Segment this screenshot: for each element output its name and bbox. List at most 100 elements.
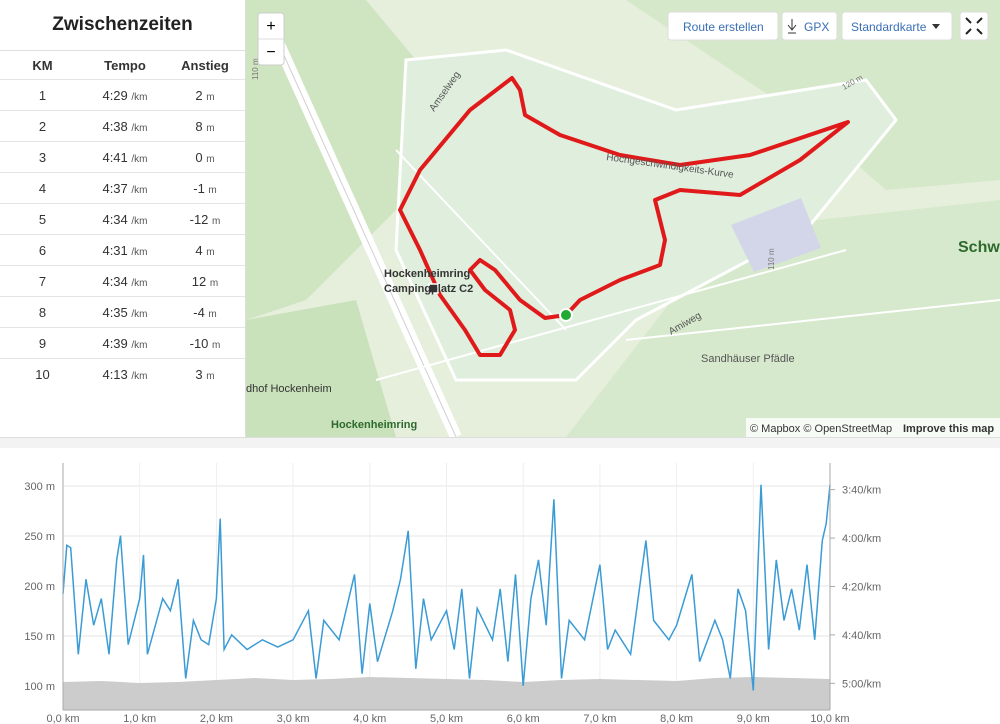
- climb-cell: -1 m: [165, 181, 245, 196]
- split-row: 8 4:35 /km -4 m: [0, 296, 245, 327]
- split-row: 7 4:34 /km 12 m: [0, 265, 245, 296]
- climb: 0: [195, 149, 203, 165]
- zoom-control: + −: [257, 12, 285, 66]
- download-icon: [787, 19, 797, 34]
- style-button-label[interactable]: Standardkarte: [851, 20, 927, 34]
- climb-unit: m: [206, 370, 215, 382]
- pace-unit: /km: [131, 122, 148, 134]
- pace-unit: /km: [131, 91, 148, 103]
- pace-cell: 4:37 /km: [85, 181, 165, 196]
- header-cell: KM: [32, 57, 53, 73]
- route-button-label[interactable]: Route erstellen: [683, 20, 764, 34]
- map-label: 110 m: [251, 58, 260, 80]
- gpx-button-label[interactable]: GPX: [804, 20, 829, 34]
- climb-unit: m: [212, 339, 221, 351]
- y-tick-label: 250 m: [24, 531, 55, 543]
- y-tick-label: 150 m: [24, 631, 55, 643]
- improve-link[interactable]: Improve this map: [903, 423, 994, 435]
- climb-cell: -4 m: [165, 305, 245, 320]
- climb-unit: m: [206, 246, 215, 258]
- climb: 12: [191, 273, 207, 289]
- pace-line: [62, 484, 831, 691]
- pace: 4:29: [102, 87, 128, 103]
- y2-tick-label: 4:40/km: [842, 630, 881, 642]
- map[interactable]: + − Route erstellen GPX Standardkarte Am…: [246, 0, 1000, 437]
- km-cell: 1: [38, 87, 47, 103]
- climb-cell: 4 m: [165, 243, 245, 258]
- attribution-bg: [746, 418, 1000, 437]
- climb-unit: m: [208, 308, 217, 320]
- pace-unit: /km: [131, 339, 148, 351]
- zoom-out[interactable]: −: [266, 44, 275, 61]
- km-cell: 6: [38, 242, 47, 258]
- climb: 2: [195, 87, 203, 103]
- finish-marker: [428, 283, 439, 294]
- km-cell: 10: [35, 366, 50, 382]
- pace-unit: /km: [131, 370, 148, 382]
- split-row: 2 4:38 /km 8 m: [0, 110, 245, 141]
- split-row: 3 4:41 /km 0 m: [0, 141, 245, 172]
- pace: 4:34: [102, 273, 128, 289]
- split-row: 4 4:37 /km -1 m: [0, 172, 245, 203]
- forest: [566, 200, 1000, 437]
- pace-unit: /km: [131, 246, 148, 258]
- km-cell: 7: [38, 273, 47, 289]
- y2-tick-label: 5:00/km: [842, 678, 881, 690]
- x-tick-label: 4,0 km: [353, 713, 386, 724]
- splits-panel: Zwischenzeiten KM Tempo Anstieg 1 4:29 /km 2 …: [0, 0, 246, 437]
- pace-cell: 4:13 /km: [85, 367, 165, 382]
- fullscreen-button[interactable]: [959, 11, 989, 41]
- x-tick-label: 10,0 km: [810, 713, 849, 724]
- climb-unit: m: [206, 122, 215, 134]
- map-label: Schw: [958, 239, 1000, 256]
- pace: 4:37: [102, 180, 128, 196]
- split-row: 6 4:31 /km 4 m: [0, 234, 245, 265]
- km-cell: 5: [38, 211, 47, 227]
- km-cell: 9: [38, 335, 47, 351]
- road: [375, 149, 1000, 381]
- route-button[interactable]: [667, 11, 779, 41]
- pace-cell: 4:39 /km: [85, 336, 165, 351]
- climb-cell: -12 m: [165, 212, 245, 227]
- climb-unit: m: [209, 277, 219, 289]
- dropdown-arrow: [932, 24, 940, 29]
- pace-unit: /km: [131, 277, 148, 289]
- zoom-in[interactable]: +: [266, 18, 275, 35]
- y2-tick-label: 3:40/km: [842, 485, 881, 497]
- x-tick-label: 5,0 km: [430, 713, 463, 724]
- x-tick-label: 3,0 km: [277, 713, 310, 724]
- climb-cell: 3 m: [165, 367, 245, 382]
- map-label: Hockenheimring: [384, 268, 470, 280]
- pace: 4:41: [102, 149, 128, 165]
- x-tick-label: 2,0 km: [200, 713, 233, 724]
- route: [398, 76, 850, 357]
- map-label: dhof Hockenheim: [246, 383, 332, 395]
- pace: 4:13: [102, 366, 128, 382]
- x-tick-label: 0,0 km: [46, 713, 79, 724]
- km-cell: 2: [38, 118, 47, 134]
- climb-cell: -10 m: [165, 336, 245, 351]
- pace-cell: 4:34 /km: [85, 274, 165, 289]
- climb-unit: m: [206, 153, 215, 165]
- header-cell: Tempo: [104, 57, 146, 73]
- table-header: KM Tempo Anstieg: [0, 50, 245, 79]
- split-row: 5 4:34 /km -12 m: [0, 203, 245, 234]
- x-tick-label: 7,0 km: [583, 713, 616, 724]
- climb: -10: [189, 335, 209, 351]
- y2-tick-label: 4:20/km: [842, 582, 881, 594]
- km-cell: 4: [38, 180, 47, 196]
- x-tick-label: 1,0 km: [123, 713, 156, 724]
- pace-cell: 4:29 /km: [85, 88, 165, 103]
- style-button[interactable]: [841, 11, 953, 41]
- climb: -1: [193, 180, 205, 196]
- climb-unit: m: [206, 91, 215, 103]
- split-row: 1 4:29 /km 2 m: [0, 79, 245, 110]
- pace-unit: /km: [131, 184, 148, 196]
- pace: 4:38: [102, 118, 128, 134]
- start-marker: [559, 308, 573, 322]
- splits-title: Zwischenzeiten: [52, 14, 193, 35]
- pace-unit: /km: [131, 153, 148, 165]
- chart: 100 m 150 m 200 m 250 m 300 m 3:40/km 4:00/km 4…: [24, 463, 881, 724]
- pace-cell: 4:38 /km: [85, 119, 165, 134]
